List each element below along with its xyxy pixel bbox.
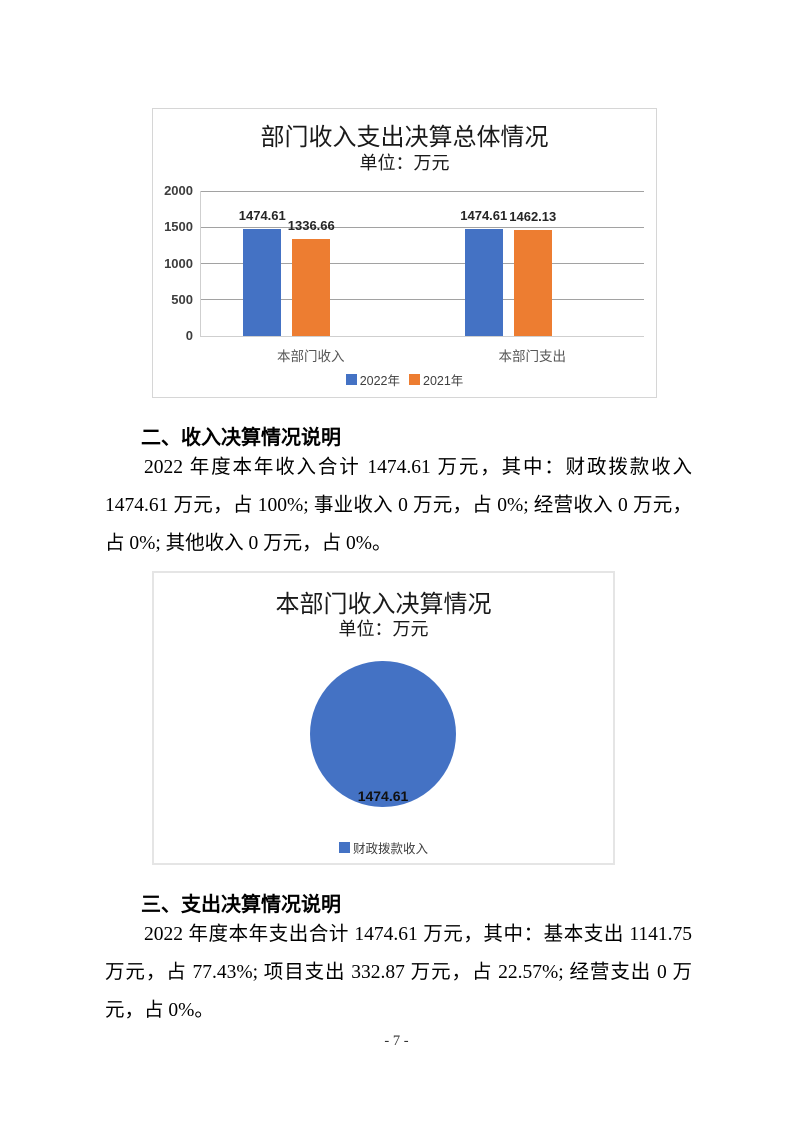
bar-value-label: 1462.13 — [509, 208, 557, 224]
pie-chart-legend: 财政拨款收入 — [154, 838, 613, 857]
legend-item: 2021年 — [409, 370, 463, 389]
legend-label: 2022年 — [359, 374, 400, 388]
page-number: - 7 - — [384, 1033, 409, 1049]
legend-swatch — [409, 374, 420, 385]
y-axis-tick-label: 1500 — [164, 219, 193, 235]
pie-chart-subtitle: 单位：万元 — [338, 619, 429, 639]
bar-value-label: 1474.61 — [238, 208, 286, 224]
income-section-heading: 二、收入决算情况说明 — [141, 427, 341, 449]
bar-value-label: 1474.61 — [460, 208, 508, 224]
bar-2021年-本部门收入 — [292, 239, 331, 336]
legend-item: 2022年 — [345, 370, 400, 389]
bar-chart-subtitle: 单位：万元 — [359, 153, 450, 173]
income-section-paragraph: 2022 年度本年收入合计 1474.61 万元，其中：财政拨款收入 1474.… — [105, 457, 692, 554]
gridline — [201, 263, 644, 264]
legend-label: 2021年 — [423, 374, 464, 388]
bar-plot-area: 1474.61 1336.66 1474.61 1462.13 — [200, 190, 644, 337]
y-axis-tick-label: 500 — [171, 291, 193, 307]
pie-chart-title: 本部门收入决算情况 — [275, 592, 492, 618]
bar-value-label: 1336.66 — [287, 218, 335, 234]
bar-2022年-本部门收入 — [243, 229, 282, 336]
legend-swatch — [338, 842, 350, 853]
expenditure-section-heading: 三、支出决算情况说明 — [141, 894, 341, 916]
gridline — [201, 226, 644, 228]
pie-value-label: 1474.61 — [357, 788, 409, 804]
y-axis-tick-label: 0 — [185, 328, 193, 343]
gridline — [201, 299, 644, 301]
category-label: 本部门收入 — [277, 349, 345, 364]
legend-item: 财政拨款收入 — [338, 838, 428, 857]
y-axis-tick-label: 1000 — [164, 255, 193, 271]
legend-label: 财政拨款收入 — [352, 842, 428, 856]
overall-budget-bar-chart: 部门收入支出决算总体情况 单位：万元 1474.61 1336.66 1474.61… — [152, 108, 657, 398]
bar-2021年-本部门支出 — [513, 229, 552, 336]
pie-slice — [310, 661, 456, 807]
gridline — [201, 335, 644, 337]
bar-chart-title: 部门收入支出决算总体情况 — [260, 125, 549, 151]
income-pie-chart: 本部门收入决算情况 单位：万元 1474.61 财政拨款收入 — [152, 571, 615, 865]
bar-2022年-本部门支出 — [464, 229, 503, 336]
expenditure-section-paragraph: 2022 年度本年支出合计 1474.61 万元，其中：基本支出 1141.75… — [105, 924, 692, 1021]
category-label: 本部门支出 — [498, 349, 567, 364]
bar-chart-legend: 2022年 2021年 — [153, 370, 656, 389]
gridline — [201, 190, 644, 192]
legend-swatch — [345, 374, 357, 385]
y-axis-tick-label: 2000 — [164, 183, 193, 198]
